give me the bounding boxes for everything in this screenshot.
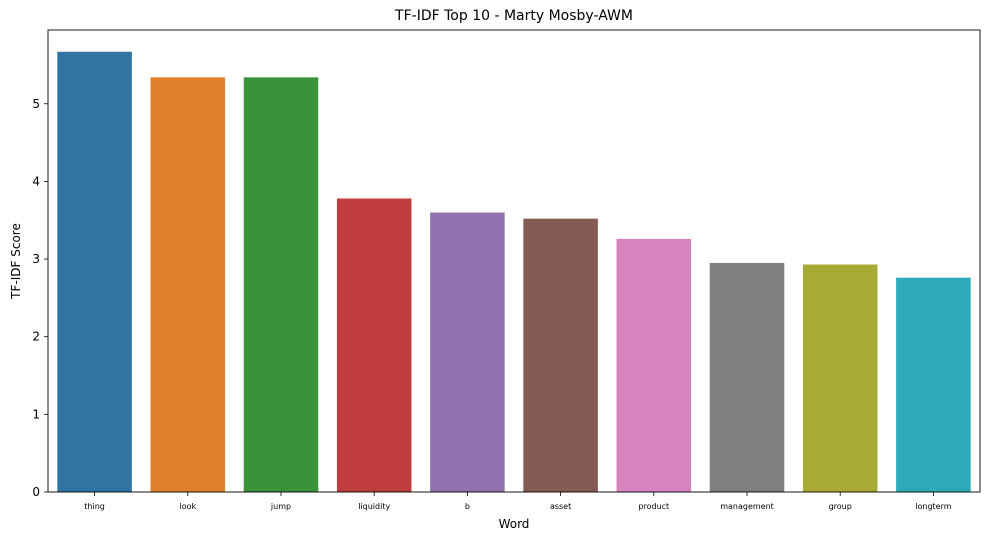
y-tick-label: 0 (32, 485, 40, 499)
bar-group (802, 264, 878, 492)
bar-look (150, 77, 226, 492)
bar-product (616, 238, 692, 492)
x-tick-label: b (465, 502, 470, 511)
x-tick-label: group (829, 502, 852, 511)
y-tick-label: 3 (32, 252, 40, 266)
ticks-group: thing look jump liquidity b asset product manag… (32, 97, 951, 511)
x-tick-label: liquidity (358, 502, 390, 511)
x-tick-label: asset (550, 502, 571, 511)
bar-thing (57, 51, 132, 492)
bar-liquidity (336, 198, 412, 492)
y-tick-label: 5 (32, 97, 40, 111)
bars-group (57, 51, 971, 492)
bar-management (709, 262, 785, 492)
x-tick-label: jump (270, 502, 291, 511)
y-axis-label: TF-IDF Score (9, 223, 23, 300)
x-tick-label: product (638, 502, 669, 511)
y-tick-label: 1 (32, 407, 40, 421)
bar-longterm (896, 277, 971, 492)
x-tick-label: management (720, 502, 774, 511)
x-tick-label: look (179, 502, 196, 511)
x-tick-label: longterm (915, 502, 951, 511)
bar-jump (243, 77, 319, 492)
chart-title: TF-IDF Top 10 - Marty Mosby-AWM (394, 8, 633, 24)
y-tick-label: 4 (32, 174, 40, 188)
bar-b (430, 212, 505, 492)
plot-frame (47, 29, 981, 493)
x-axis-label: Word (499, 517, 530, 531)
bar-asset (523, 218, 598, 492)
y-tick-label: 2 (32, 330, 40, 344)
x-tick-label: thing (84, 502, 105, 511)
